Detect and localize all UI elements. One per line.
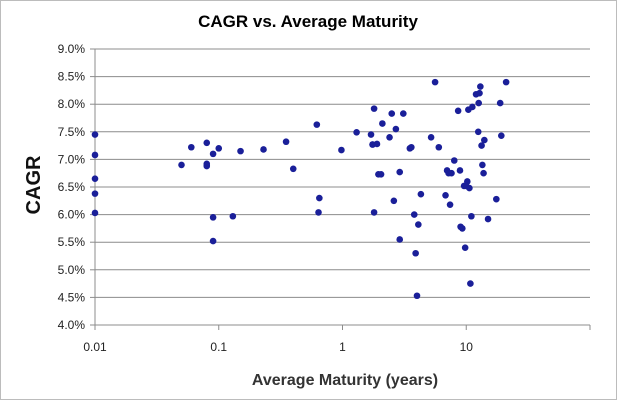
- data-point: [370, 105, 378, 112]
- data-point: [369, 141, 376, 148]
- data-point: [478, 142, 485, 149]
- y-tick-label: 9.0%: [58, 42, 86, 56]
- data-point: [502, 78, 510, 86]
- data-point: [435, 143, 443, 151]
- y-tick-label: 6.0%: [58, 208, 86, 222]
- data-point: [209, 214, 217, 221]
- data-point: [477, 83, 484, 90]
- data-point: [282, 138, 290, 146]
- data-point: [353, 129, 360, 136]
- data-point: [410, 211, 418, 218]
- data-point: [187, 143, 195, 151]
- data-point: [476, 89, 483, 97]
- data-point: [392, 125, 400, 133]
- data-point: [442, 191, 449, 199]
- data-point: [456, 167, 464, 174]
- data-point: [209, 150, 217, 158]
- data-point: [480, 169, 487, 177]
- data-point: [479, 161, 486, 169]
- x-tick-label: 1: [339, 340, 346, 354]
- x-tick-label: 0.01: [83, 340, 107, 354]
- data-point: [386, 134, 393, 141]
- y-tick-label: 7.0%: [58, 152, 86, 166]
- data-point: [475, 99, 482, 107]
- y-tick-label: 7.5%: [58, 125, 86, 139]
- data-point: [464, 178, 471, 185]
- data-point: [408, 143, 415, 151]
- data-point: [377, 171, 385, 178]
- data-point: [370, 209, 378, 216]
- data-point: [367, 131, 375, 138]
- data-point: [415, 221, 422, 228]
- data-point: [467, 280, 474, 287]
- data-point: [316, 194, 323, 202]
- data-point: [498, 132, 505, 139]
- data-point: [91, 151, 99, 159]
- y-tick-label: 5.5%: [58, 235, 86, 249]
- axes: [90, 48, 591, 330]
- data-point: [315, 209, 322, 216]
- data-point: [237, 147, 244, 155]
- data-points: [91, 78, 510, 300]
- data-point: [91, 190, 99, 197]
- data-point: [481, 136, 488, 144]
- data-point: [91, 131, 99, 138]
- x-tick-label: 0.1: [210, 340, 227, 354]
- data-point: [178, 161, 185, 169]
- y-tick-label: 4.5%: [58, 290, 86, 304]
- data-point: [260, 146, 267, 153]
- data-point: [396, 168, 404, 176]
- data-point: [215, 145, 223, 152]
- y-axis-title: CAGR: [23, 155, 45, 214]
- y-tick-label: 5.0%: [58, 263, 86, 277]
- data-point: [474, 128, 482, 136]
- data-point: [427, 134, 435, 141]
- data-point: [413, 292, 421, 300]
- data-point: [417, 190, 425, 198]
- data-point: [469, 103, 476, 111]
- x-tick-label: 10: [460, 340, 474, 354]
- data-point: [431, 78, 439, 86]
- data-point: [493, 195, 500, 203]
- data-point: [450, 157, 458, 164]
- data-point: [209, 237, 217, 245]
- data-point: [448, 169, 455, 177]
- data-point: [379, 120, 386, 127]
- gridlines: [95, 48, 590, 298]
- data-point: [496, 99, 504, 107]
- y-tick-labels: 4.0% 4.5% 5.0% 5.5% 6.0% 6.5% 7.0% 7.5% 8.0% 8.5%…: [58, 42, 86, 332]
- data-point: [91, 175, 99, 183]
- y-tick-label: 6.5%: [58, 180, 86, 194]
- chart-title: CAGR vs. Average Maturity: [198, 12, 418, 31]
- data-point: [466, 184, 473, 192]
- data-point: [400, 110, 407, 117]
- data-point: [338, 146, 345, 154]
- y-tick-label: 4.0%: [58, 318, 86, 332]
- data-point: [412, 249, 419, 257]
- data-point: [229, 212, 237, 220]
- data-point: [289, 165, 297, 173]
- data-point: [484, 215, 492, 223]
- data-point: [459, 225, 466, 232]
- data-point: [468, 212, 475, 220]
- data-point: [390, 197, 398, 205]
- data-point: [203, 162, 211, 170]
- y-tick-label: 8.5%: [58, 70, 86, 84]
- data-point: [454, 107, 462, 115]
- data-point: [91, 209, 99, 217]
- x-tick-labels: 0.01 0.1 1 10: [83, 340, 473, 354]
- data-point: [203, 139, 211, 147]
- data-point: [396, 236, 404, 243]
- y-tick-label: 8.0%: [58, 97, 86, 111]
- data-point: [313, 121, 321, 128]
- data-point: [461, 244, 469, 252]
- x-axis-title: Average Maturity (years): [252, 372, 438, 389]
- data-point: [388, 110, 396, 117]
- data-point: [446, 201, 454, 208]
